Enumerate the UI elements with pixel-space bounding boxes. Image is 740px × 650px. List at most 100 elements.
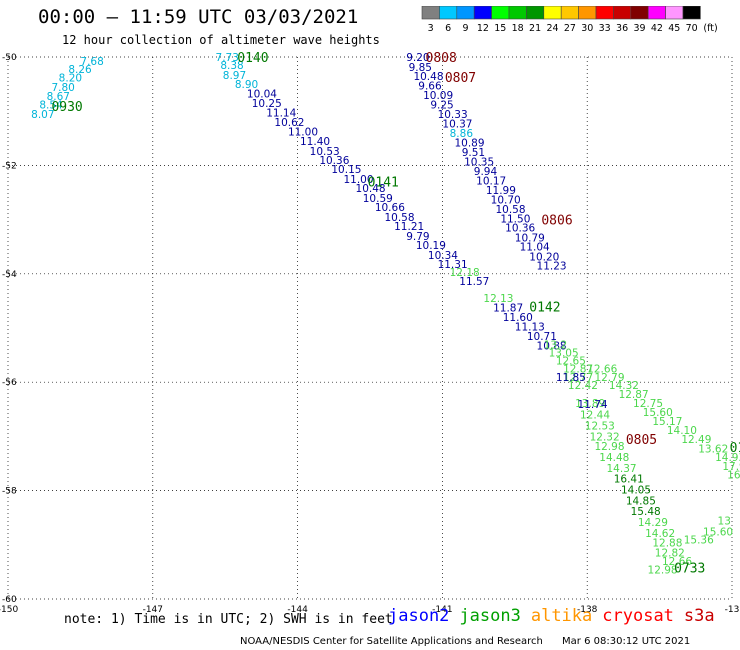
legend-label: 12 bbox=[477, 23, 489, 34]
legend-label: 3 bbox=[428, 23, 434, 34]
legend-label: 6 bbox=[445, 23, 451, 34]
legend-label: 18 bbox=[512, 23, 524, 34]
wave-height-value: 10.59 bbox=[363, 193, 393, 205]
wave-height-value: 12.88 bbox=[652, 538, 682, 550]
footer: NOAA/NESDIS Center for Satellite Applica… bbox=[240, 636, 690, 647]
wave-height-value: 8.90 bbox=[235, 79, 258, 91]
wave-height-value: 10.33 bbox=[438, 109, 468, 121]
wave-height-value: 9.79 bbox=[406, 231, 429, 243]
wave-height-value: 14.62 bbox=[645, 528, 675, 540]
wave-height-value: 10.48 bbox=[413, 71, 443, 83]
satellite-legend-jason2: jason2 bbox=[388, 606, 450, 626]
wave-height-value: 9.20 bbox=[406, 52, 429, 64]
wave-height-value: 10.70 bbox=[491, 195, 521, 207]
x-tick-label: -13 bbox=[725, 605, 740, 615]
wave-height-value: 12.44 bbox=[580, 410, 610, 422]
pass-time-label: 0805 bbox=[626, 433, 657, 448]
wave-height-value: 8.20 bbox=[59, 73, 82, 85]
wave-height-value: 11.40 bbox=[300, 136, 330, 148]
wave-height-value: 11.87 bbox=[493, 302, 523, 314]
page-title: 00:00 – 11:59 UTC 03/03/2021 bbox=[38, 6, 359, 28]
legend-label: 70 bbox=[686, 23, 698, 34]
wave-height-value: 11.14 bbox=[266, 107, 296, 119]
legend-label: 9 bbox=[462, 23, 468, 34]
wave-height-value: 12.87 bbox=[563, 364, 593, 376]
legend-label: 27 bbox=[564, 23, 576, 34]
wave-height-value: 8.86 bbox=[450, 128, 474, 140]
wave-height-value: 10.15 bbox=[331, 164, 361, 176]
wave-height-value: 11.21 bbox=[394, 221, 424, 233]
wave-height-value: 10.88 bbox=[537, 340, 567, 352]
wave-height-value: 10.37 bbox=[442, 119, 472, 131]
wave-height-value: 10.66 bbox=[375, 202, 405, 214]
wave-height-value: 7.68 bbox=[80, 56, 103, 68]
wave-height-value: 8.07 bbox=[31, 109, 54, 121]
legend-label: 24 bbox=[546, 23, 558, 34]
wave-height-value: 11.13 bbox=[515, 321, 545, 333]
wave-height-value: 9.85 bbox=[409, 62, 432, 74]
note-text: note: 1) Time is in UTC; 2) SWH is in fe… bbox=[64, 612, 393, 627]
wave-height-value: 12.66 bbox=[662, 556, 692, 568]
x-tick-label: -147 bbox=[143, 605, 163, 615]
wave-height-value: 8.54 bbox=[39, 100, 63, 112]
wave-height-value: 12.66 bbox=[587, 364, 617, 376]
wave-height-value: 10.36 bbox=[505, 223, 535, 235]
wave-height-value: 10.48 bbox=[356, 183, 386, 195]
wave-height-value: 8.97 bbox=[223, 70, 246, 82]
wave-height-value: 9.66 bbox=[418, 81, 442, 93]
wave-height-value: 10.58 bbox=[495, 204, 525, 216]
wave-height-value: 12.98 bbox=[594, 441, 624, 453]
y-tick-label: -52 bbox=[2, 161, 17, 171]
legend-label: 15 bbox=[494, 23, 506, 34]
y-tick-label: -56 bbox=[2, 378, 17, 388]
legend-unit: (ft) bbox=[703, 23, 717, 34]
wave-height-value: 15.36 bbox=[684, 534, 714, 546]
wave-height-value: 13.89 bbox=[575, 398, 605, 410]
wave-height-value: 11.60 bbox=[503, 312, 533, 324]
wave-height-value: 9.94 bbox=[474, 166, 498, 178]
y-tick-label: -54 bbox=[2, 270, 17, 280]
page-subtitle: 12 hour collection of altimeter wave hei… bbox=[62, 33, 380, 47]
wave-height-value: 7.73 bbox=[216, 52, 239, 64]
wave-height-value: 10.62 bbox=[274, 117, 304, 129]
wave-height-value: 17.90 bbox=[722, 461, 740, 473]
wave-height-value: 7.80 bbox=[51, 82, 74, 94]
wave-height-value: 15.17 bbox=[652, 416, 682, 428]
wave-height-value: 10.34 bbox=[428, 250, 458, 262]
wave-height-value: 12.32 bbox=[590, 431, 620, 443]
wave-height-value: 12.82 bbox=[655, 547, 685, 559]
wave-height-value: 11.50 bbox=[500, 214, 530, 226]
wave-height-value: 15.48 bbox=[631, 506, 661, 518]
pass-time-label: 0141 bbox=[368, 176, 399, 191]
wave-height-value: 10.25 bbox=[252, 98, 282, 110]
satellite-legend-jason3: jason3 bbox=[459, 606, 521, 626]
y-tick-label: -50 bbox=[2, 53, 17, 63]
wave-height-value: 10.71 bbox=[527, 331, 557, 343]
footer-source: NOAA/NESDIS Center for Satellite Applica… bbox=[240, 636, 543, 647]
wave-height-value: 13.62 bbox=[698, 443, 728, 455]
satellite-legend-cryosat: cryosat bbox=[602, 606, 674, 626]
wave-height-value: 11.23 bbox=[537, 261, 567, 273]
wave-height-value: 10.04 bbox=[247, 88, 277, 100]
satellite-legend-s3a: s3a bbox=[683, 606, 715, 626]
x-tick-label: -144 bbox=[287, 605, 308, 615]
wave-height-value: 10.36 bbox=[319, 155, 349, 167]
legend-label: 45 bbox=[668, 23, 680, 34]
wave-height-value: 11.00 bbox=[343, 174, 373, 186]
wave-height-value: 12.75 bbox=[633, 398, 663, 410]
wave-height-value: 13 bbox=[718, 515, 731, 527]
wave-height-value: 14.48 bbox=[599, 452, 629, 464]
wave-height-value: 13.2 bbox=[544, 339, 567, 351]
wave-height-value: 16.41 bbox=[614, 474, 644, 486]
wave-height-value: 10.58 bbox=[384, 212, 414, 224]
wave-height-value: 8.26 bbox=[68, 64, 92, 76]
wave-height-value: 10.17 bbox=[476, 176, 506, 188]
wave-height-value: 12.42 bbox=[568, 380, 598, 392]
wave-height-value: 11.85 bbox=[556, 372, 586, 384]
wave-height-value: 11.99 bbox=[486, 185, 516, 197]
pass-time-label: 0807 bbox=[445, 71, 476, 86]
pass-time-label: 01 bbox=[730, 441, 740, 456]
wave-height-value: 9.25 bbox=[430, 100, 453, 112]
wave-height-value: 16 bbox=[727, 469, 740, 481]
